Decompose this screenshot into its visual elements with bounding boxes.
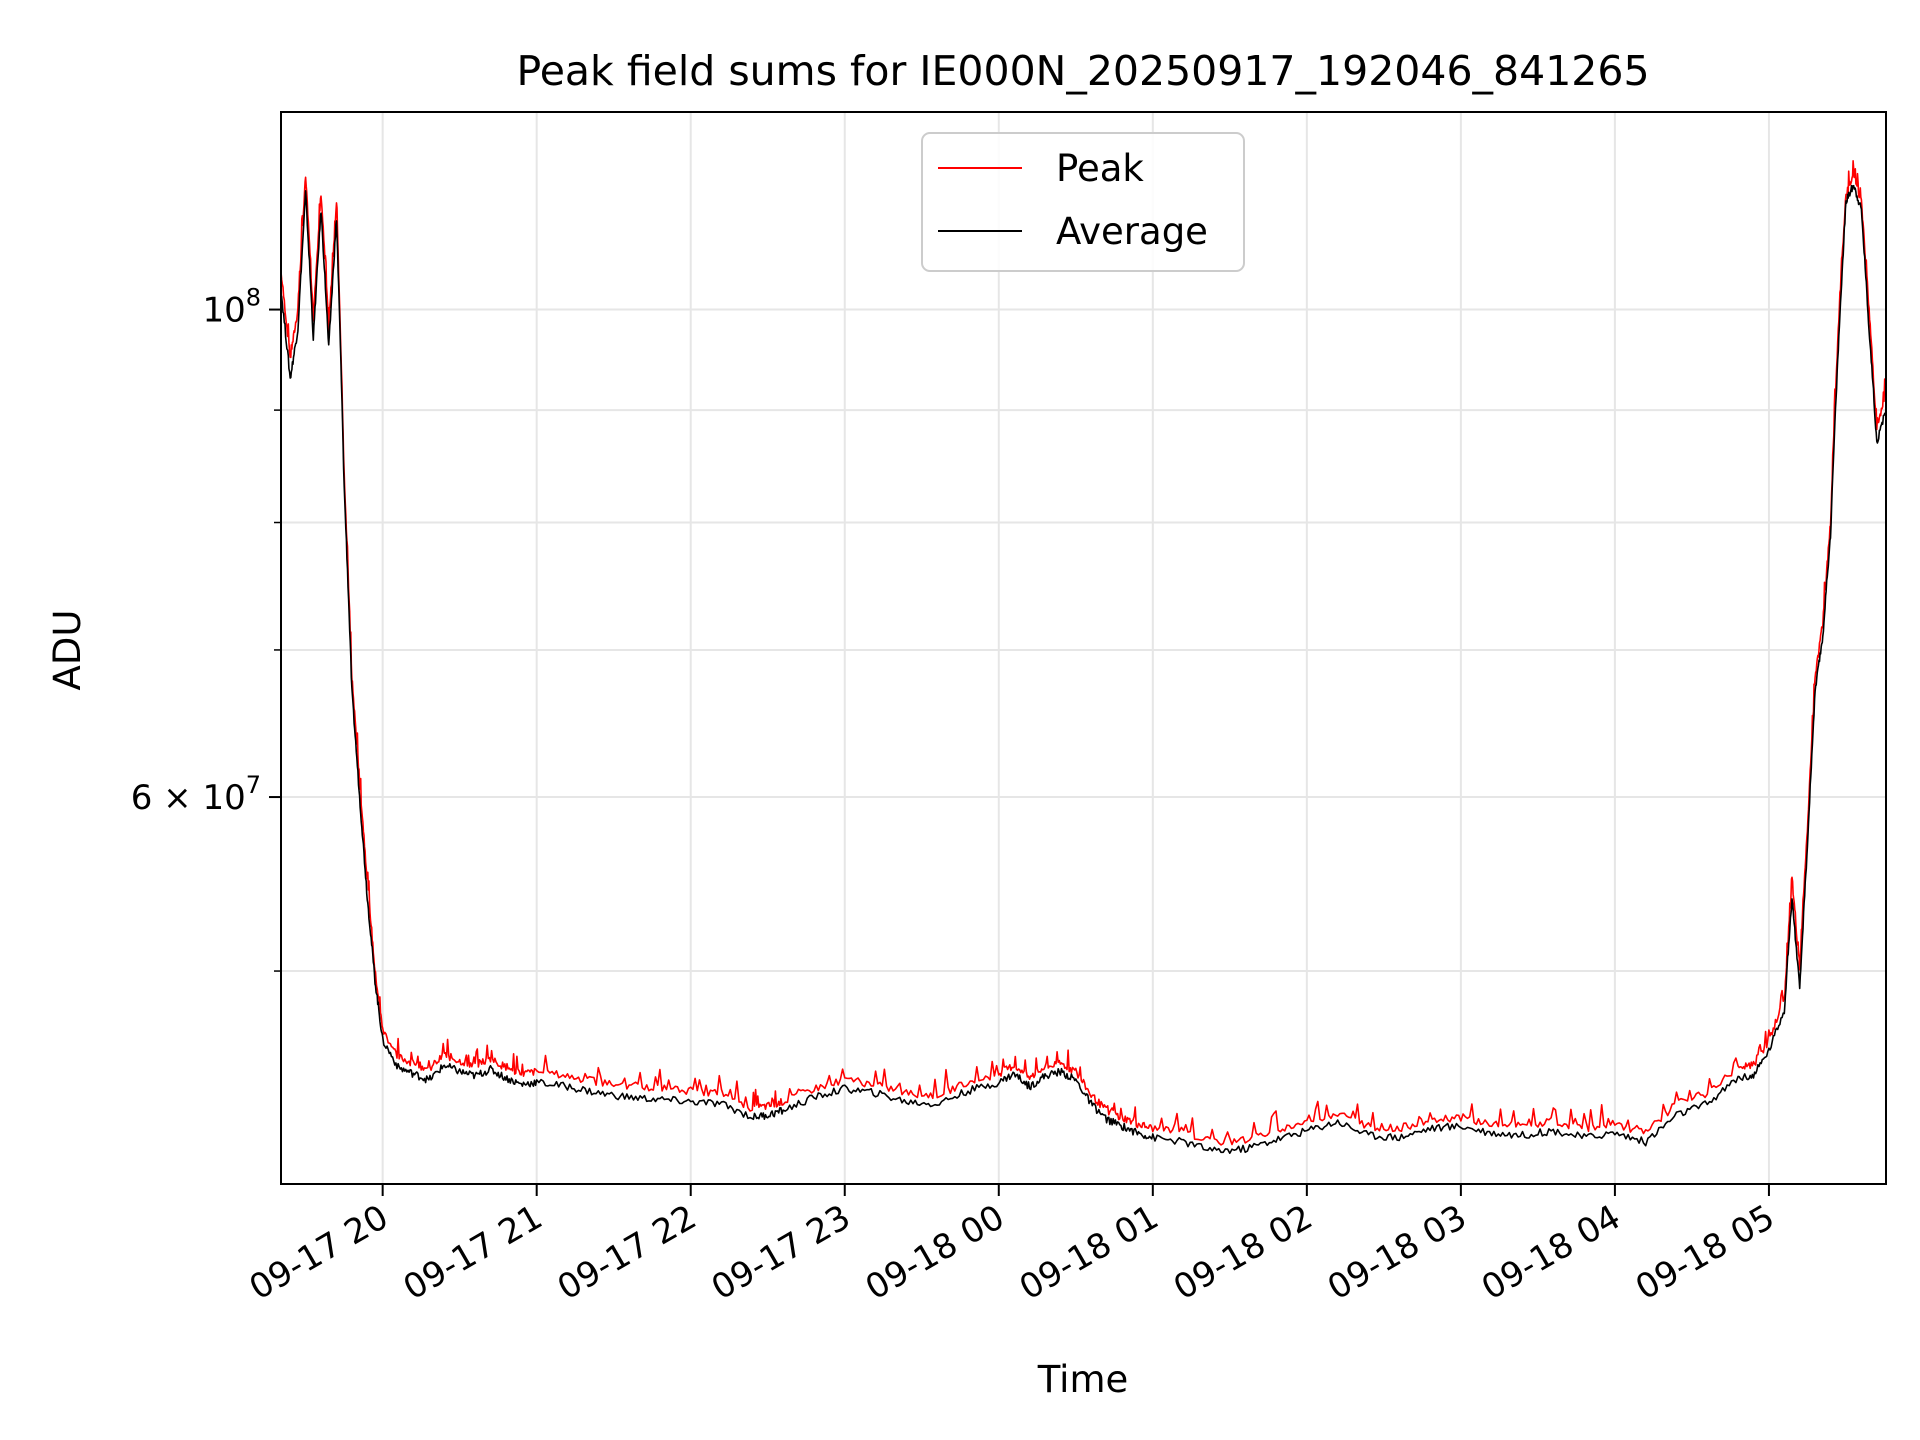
series-line-average <box>281 184 1886 1154</box>
legend: Peak Average <box>921 132 1245 272</box>
legend-label-peak: Peak <box>1056 147 1144 190</box>
chart-title: Peak field sums for IE000N_20250917_1920… <box>516 47 1649 95</box>
legend-label-average: Average <box>1056 210 1208 253</box>
series-layer <box>281 160 1886 1154</box>
series-line-peak <box>281 160 1886 1146</box>
y-axis: 108 6 × 107 <box>131 284 281 972</box>
y-tick-label: 108 <box>202 284 261 331</box>
x-axis-label: Time <box>1037 1358 1129 1401</box>
y-tick-label: 6 × 107 <box>131 771 261 818</box>
plot-frame <box>280 111 1887 1185</box>
y-axis-label: ADU <box>46 610 89 691</box>
grid <box>281 112 1886 1184</box>
